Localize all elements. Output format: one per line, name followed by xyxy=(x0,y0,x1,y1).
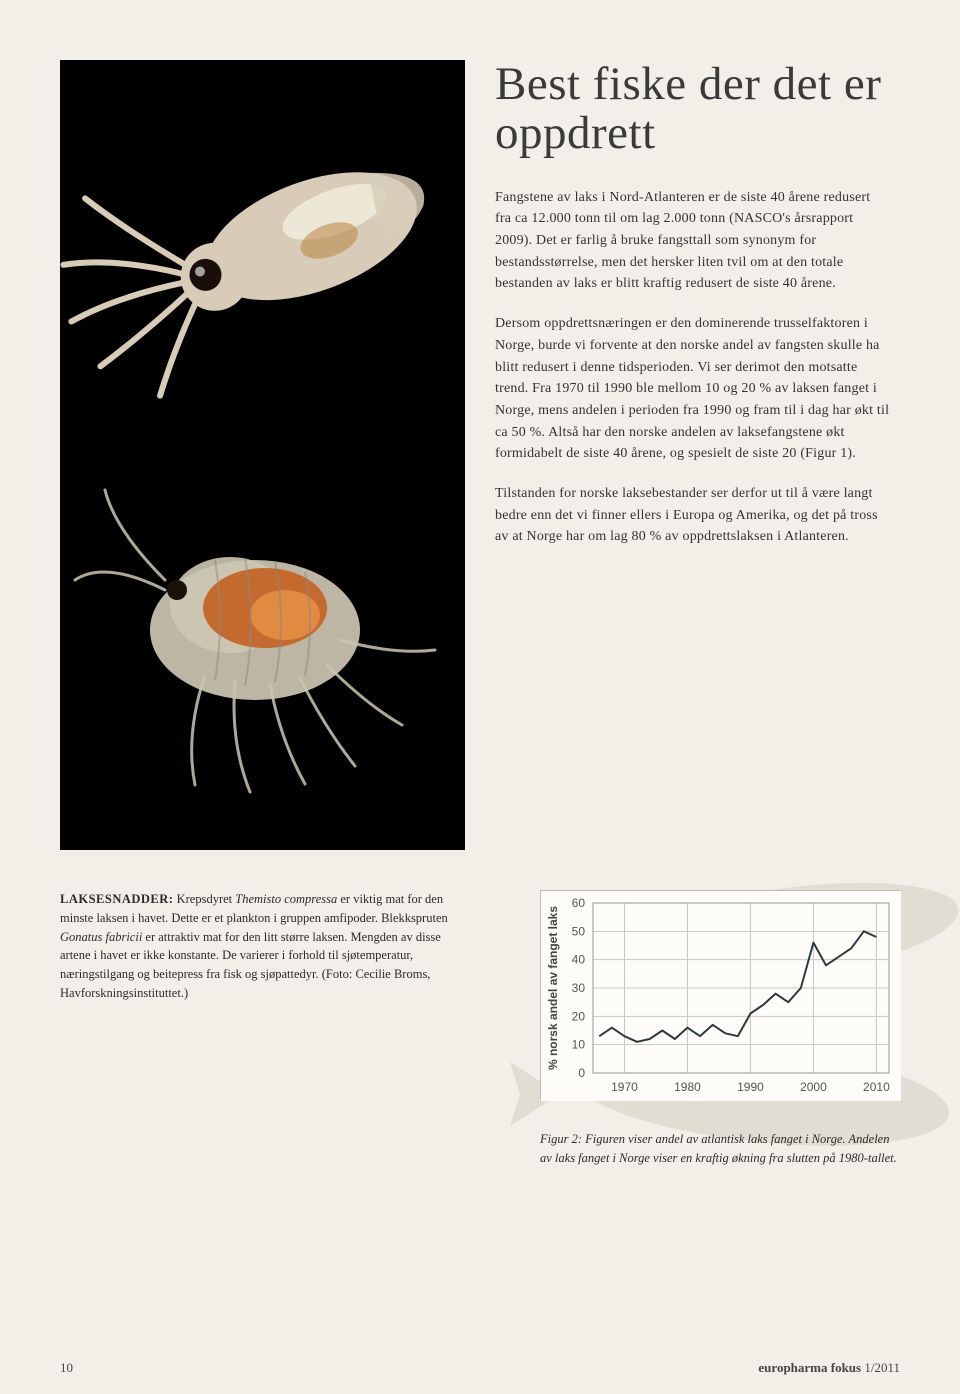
article-title: Best fiske der det er oppdrett xyxy=(495,60,890,159)
body-paragraph-2: Dersom oppdrettsnæringen er den dominere… xyxy=(495,313,890,465)
svg-text:60: 60 xyxy=(572,896,586,910)
svg-text:% norsk andel av fanget laks: % norsk andel av fanget laks xyxy=(546,906,560,1070)
svg-text:10: 10 xyxy=(572,1038,586,1052)
svg-text:2010: 2010 xyxy=(863,1080,890,1094)
svg-text:40: 40 xyxy=(572,953,586,967)
svg-text:1970: 1970 xyxy=(611,1080,638,1094)
svg-text:20: 20 xyxy=(572,1009,586,1023)
svg-text:0: 0 xyxy=(578,1066,585,1080)
page-footer: 10 europharma fokus 1/2011 xyxy=(60,1360,900,1376)
marine-illustration xyxy=(60,60,465,850)
article-text: Best fiske der det er oppdrett Fangstene… xyxy=(465,60,900,850)
caption-label: LAKSESNADDER: xyxy=(60,892,173,906)
svg-text:1980: 1980 xyxy=(674,1080,701,1094)
svg-text:30: 30 xyxy=(572,981,586,995)
line-chart: 0 10 20 30 40 50 60 1970 1980 1990 2000 2010 % norsk… xyxy=(540,890,900,1100)
svg-text:2000: 2000 xyxy=(800,1080,827,1094)
publication: europharma fokus 1/2011 xyxy=(758,1360,900,1376)
svg-text:50: 50 xyxy=(572,924,586,938)
lede-paragraph: Fangstene av laks i Nord-Atlanteren er d… xyxy=(495,187,890,295)
page-number: 10 xyxy=(60,1360,73,1376)
figure-caption: Figur 2: Figuren viser andel av atlantis… xyxy=(540,1130,900,1168)
body-paragraph-3: Tilstanden for norske laksebestander ser… xyxy=(495,483,890,548)
marine-photo xyxy=(60,60,465,850)
image-caption: LAKSESNADDER: Krepsdyret Themisto compre… xyxy=(60,890,460,1003)
svg-text:1990: 1990 xyxy=(737,1080,764,1094)
